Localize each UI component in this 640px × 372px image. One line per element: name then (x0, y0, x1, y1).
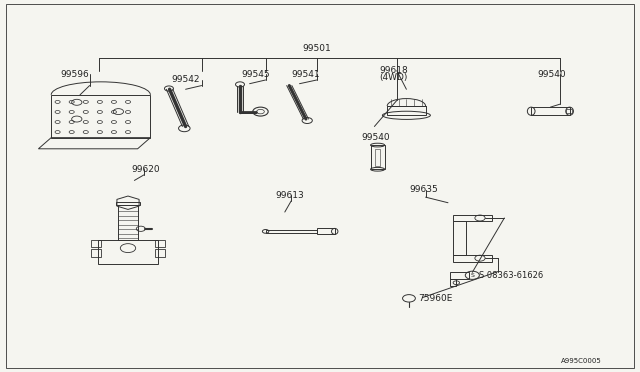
Bar (453, 221, 466, 255)
Text: 99618: 99618 (380, 66, 408, 75)
Text: 99613: 99613 (275, 191, 304, 200)
Bar (98, 240, 159, 264)
Bar (453, 255, 492, 262)
Bar (116, 202, 140, 205)
Text: 99596: 99596 (61, 70, 90, 79)
Bar (531, 107, 570, 115)
Bar (92, 249, 101, 257)
Text: 99620: 99620 (131, 165, 160, 174)
Text: 99545: 99545 (241, 70, 270, 79)
Bar (375, 149, 380, 166)
Text: 99501: 99501 (303, 44, 331, 53)
Text: 99542: 99542 (172, 76, 200, 84)
Bar (155, 249, 165, 257)
Bar (450, 279, 456, 286)
Bar (155, 240, 165, 247)
Bar (450, 272, 469, 279)
Bar (371, 145, 385, 169)
Text: S: S (470, 273, 474, 278)
Text: 99541: 99541 (291, 70, 320, 79)
Bar (387, 106, 426, 115)
Text: S 08363-61626: S 08363-61626 (479, 271, 543, 280)
Text: A995C0005: A995C0005 (561, 358, 602, 364)
Bar (453, 215, 492, 221)
Bar (317, 228, 335, 234)
Bar (92, 240, 101, 247)
Text: (4WD): (4WD) (380, 73, 408, 81)
Bar (566, 109, 572, 113)
Text: 99540: 99540 (538, 70, 566, 79)
Text: 99635: 99635 (410, 185, 438, 194)
Text: 75960E: 75960E (419, 294, 453, 303)
Bar (266, 230, 317, 233)
Bar (118, 205, 138, 240)
Text: 99540: 99540 (362, 133, 390, 142)
